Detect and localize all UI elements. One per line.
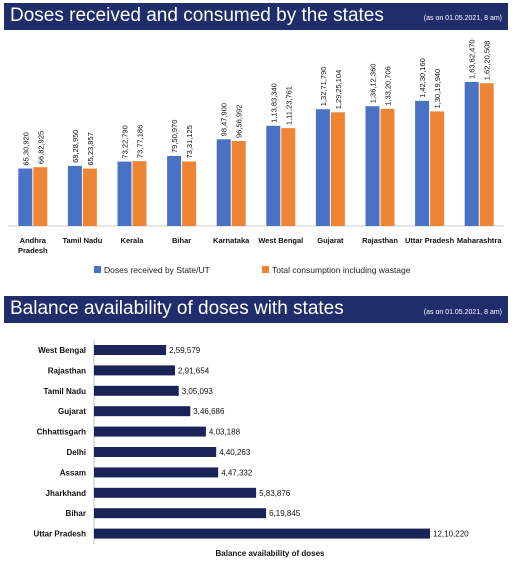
bar-received [415,100,430,226]
legend-label-consumed: Total consumption including wastage [272,265,411,275]
bar-balance [94,487,257,498]
bar-balance [94,467,219,478]
category-label: Uttar Pradesh [405,236,455,245]
category-label: Tamil Nadu [62,236,102,245]
data-label: 1,30,19,940 [433,69,442,109]
data-label: 73,77,186 [136,125,145,158]
data-label: 2,91,654 [178,366,210,375]
data-label: 73,31,125 [185,125,194,158]
category-label: Jharkhand [46,489,87,498]
bar-balance [94,528,430,539]
chart1-subtitle: (as on 01.05.2021, 8 am) [423,15,502,22]
data-label: 4,40,263 [219,448,251,457]
bar-received [67,165,82,226]
data-label: 4,47,332 [221,468,253,477]
bar-received [216,139,231,226]
bar-balance [94,447,217,457]
data-label: 1,42,30,160 [418,58,427,98]
chart1-title: Doses received and consumed by the state… [10,5,384,26]
bar-consumed [82,168,97,226]
category-label: Pradesh [18,246,48,255]
bar-received [365,106,380,226]
chart2-title: Balance availability of doses with state… [10,298,344,319]
data-label: 4,03,188 [209,428,241,437]
bar-consumed [231,141,246,226]
data-label: 73,22,790 [121,125,130,158]
bar-consumed [182,161,197,226]
legend-swatch-received [94,266,101,273]
legend-swatch-consumed [262,266,269,273]
category-label: Gujarat [58,407,86,416]
bar-consumed [330,112,345,226]
data-label: 66,82,925 [36,131,45,164]
data-label: 68,28,950 [71,130,80,163]
data-label: 96,56,992 [235,105,244,138]
data-label: 65,23,857 [86,132,95,165]
bar-balance [94,508,267,519]
bar-balance [94,345,167,355]
chart2-x-axis-title: Balance availability of doses [216,549,325,558]
category-label: Tamil Nadu [43,387,86,396]
category-label: West Bengal [258,236,303,245]
data-label: 3,46,686 [193,407,225,416]
bar-balance [94,426,206,437]
bar-received [464,82,479,226]
data-label: 1,36,12,360 [369,64,378,104]
category-label: Uttar Pradesh [34,530,87,539]
bar-consumed [430,111,445,226]
bar-consumed [380,108,395,226]
data-label: 1,11,23,761 [284,86,293,125]
data-label: 65,30,920 [21,132,30,165]
bar-consumed [132,161,147,226]
bar-received [117,161,132,226]
data-label: 79,50,970 [170,120,179,153]
category-label: Bihar [66,509,86,518]
data-label: 1,33,20,706 [384,66,393,106]
category-label: Assam [60,468,86,477]
category-label: Delhi [66,448,86,457]
data-label: 5,83,876 [259,489,291,498]
category-label: Karnataka [213,236,250,245]
data-label: 1,63,62,470 [468,39,477,79]
category-label: Maharashtra [457,236,502,245]
data-label: 2,59,579 [169,346,201,355]
chart2-subtitle: (as on 01.05.2021, 8 am) [423,309,502,316]
data-label: 1,13,83,340 [269,83,278,123]
category-label: Chhattisgarh [37,428,86,437]
category-label: Andhra [20,236,47,245]
category-label: West Bengal [38,346,86,355]
bar-balance [94,365,175,376]
data-label: 12,10,220 [433,530,469,539]
data-label: 1,32,71,790 [319,67,328,107]
category-label: Kerala [121,236,145,245]
bar-received [266,125,281,226]
bar-consumed [479,83,494,226]
bar-balance [94,385,179,396]
category-label: Rajasthan [48,366,86,375]
data-label: 98,47,900 [220,103,229,136]
bar-balance [94,406,191,417]
bar-received [18,168,33,226]
legend-label-received: Doses received by State/UT [104,265,210,275]
category-label: Rajasthan [362,236,398,245]
data-label: 3,05,093 [182,387,214,396]
data-label: 1,29,25,104 [334,70,343,110]
data-label: 1,62,20,508 [483,41,492,81]
category-label: Bihar [172,236,191,245]
chart2-title-banner: Balance availability of doses with state… [4,296,508,323]
chart1-legend: Doses received by State/UT Total consump… [94,265,411,275]
bar-received [315,109,330,226]
chart1-title-banner: Doses received and consumed by the state… [4,3,508,30]
bar-received [167,156,182,226]
data-label: 6,19,845 [269,509,301,518]
category-label: Gujarat [317,236,344,245]
bar-consumed [281,128,296,226]
bar-consumed [33,167,48,226]
